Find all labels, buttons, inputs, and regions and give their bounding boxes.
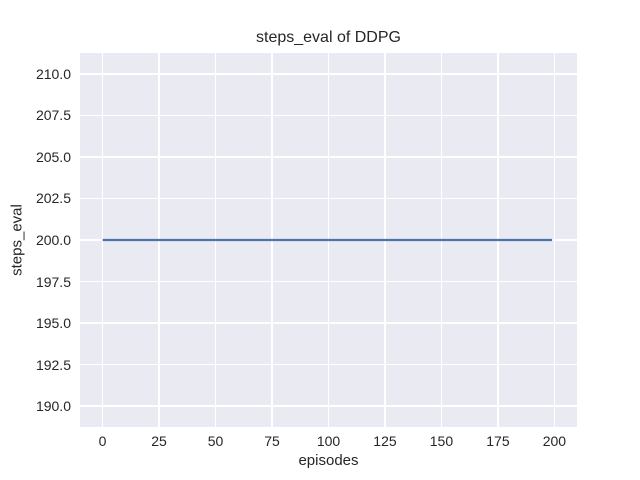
y-tick-label: 192.5 (35, 356, 71, 373)
x-tick-label: 150 (429, 433, 454, 449)
x-tick-label: 75 (264, 433, 280, 449)
y-tick-label: 195.0 (35, 315, 71, 332)
x-gridline (553, 53, 556, 427)
y-tick-label: 190.0 (35, 398, 71, 415)
y-tick-label: 197.5 (35, 273, 71, 290)
x-tick-label: 25 (151, 433, 167, 449)
x-axis-label: episodes (298, 452, 359, 469)
chart-title: steps_eval of DDPG (256, 29, 401, 46)
x-gridline (101, 53, 104, 427)
y-axis-label: steps_eval (8, 204, 26, 276)
y-tick-label: 210.0 (35, 65, 71, 82)
series-layer (102, 238, 553, 242)
y-tick-label: 207.5 (35, 107, 71, 124)
x-tick-label: 0 (98, 433, 107, 449)
x-tick-label: 125 (373, 433, 397, 449)
x-tick-label: 175 (486, 433, 510, 449)
y-tick-label: 205.0 (35, 148, 71, 165)
y-tick-label: 200.0 (35, 232, 71, 248)
y-tick-label: 202.5 (35, 190, 71, 207)
x-tick-label: 50 (207, 433, 224, 449)
x-tick-label: 200 (542, 433, 567, 449)
plot-area (80, 53, 577, 427)
x-tick-label: 100 (316, 433, 341, 449)
